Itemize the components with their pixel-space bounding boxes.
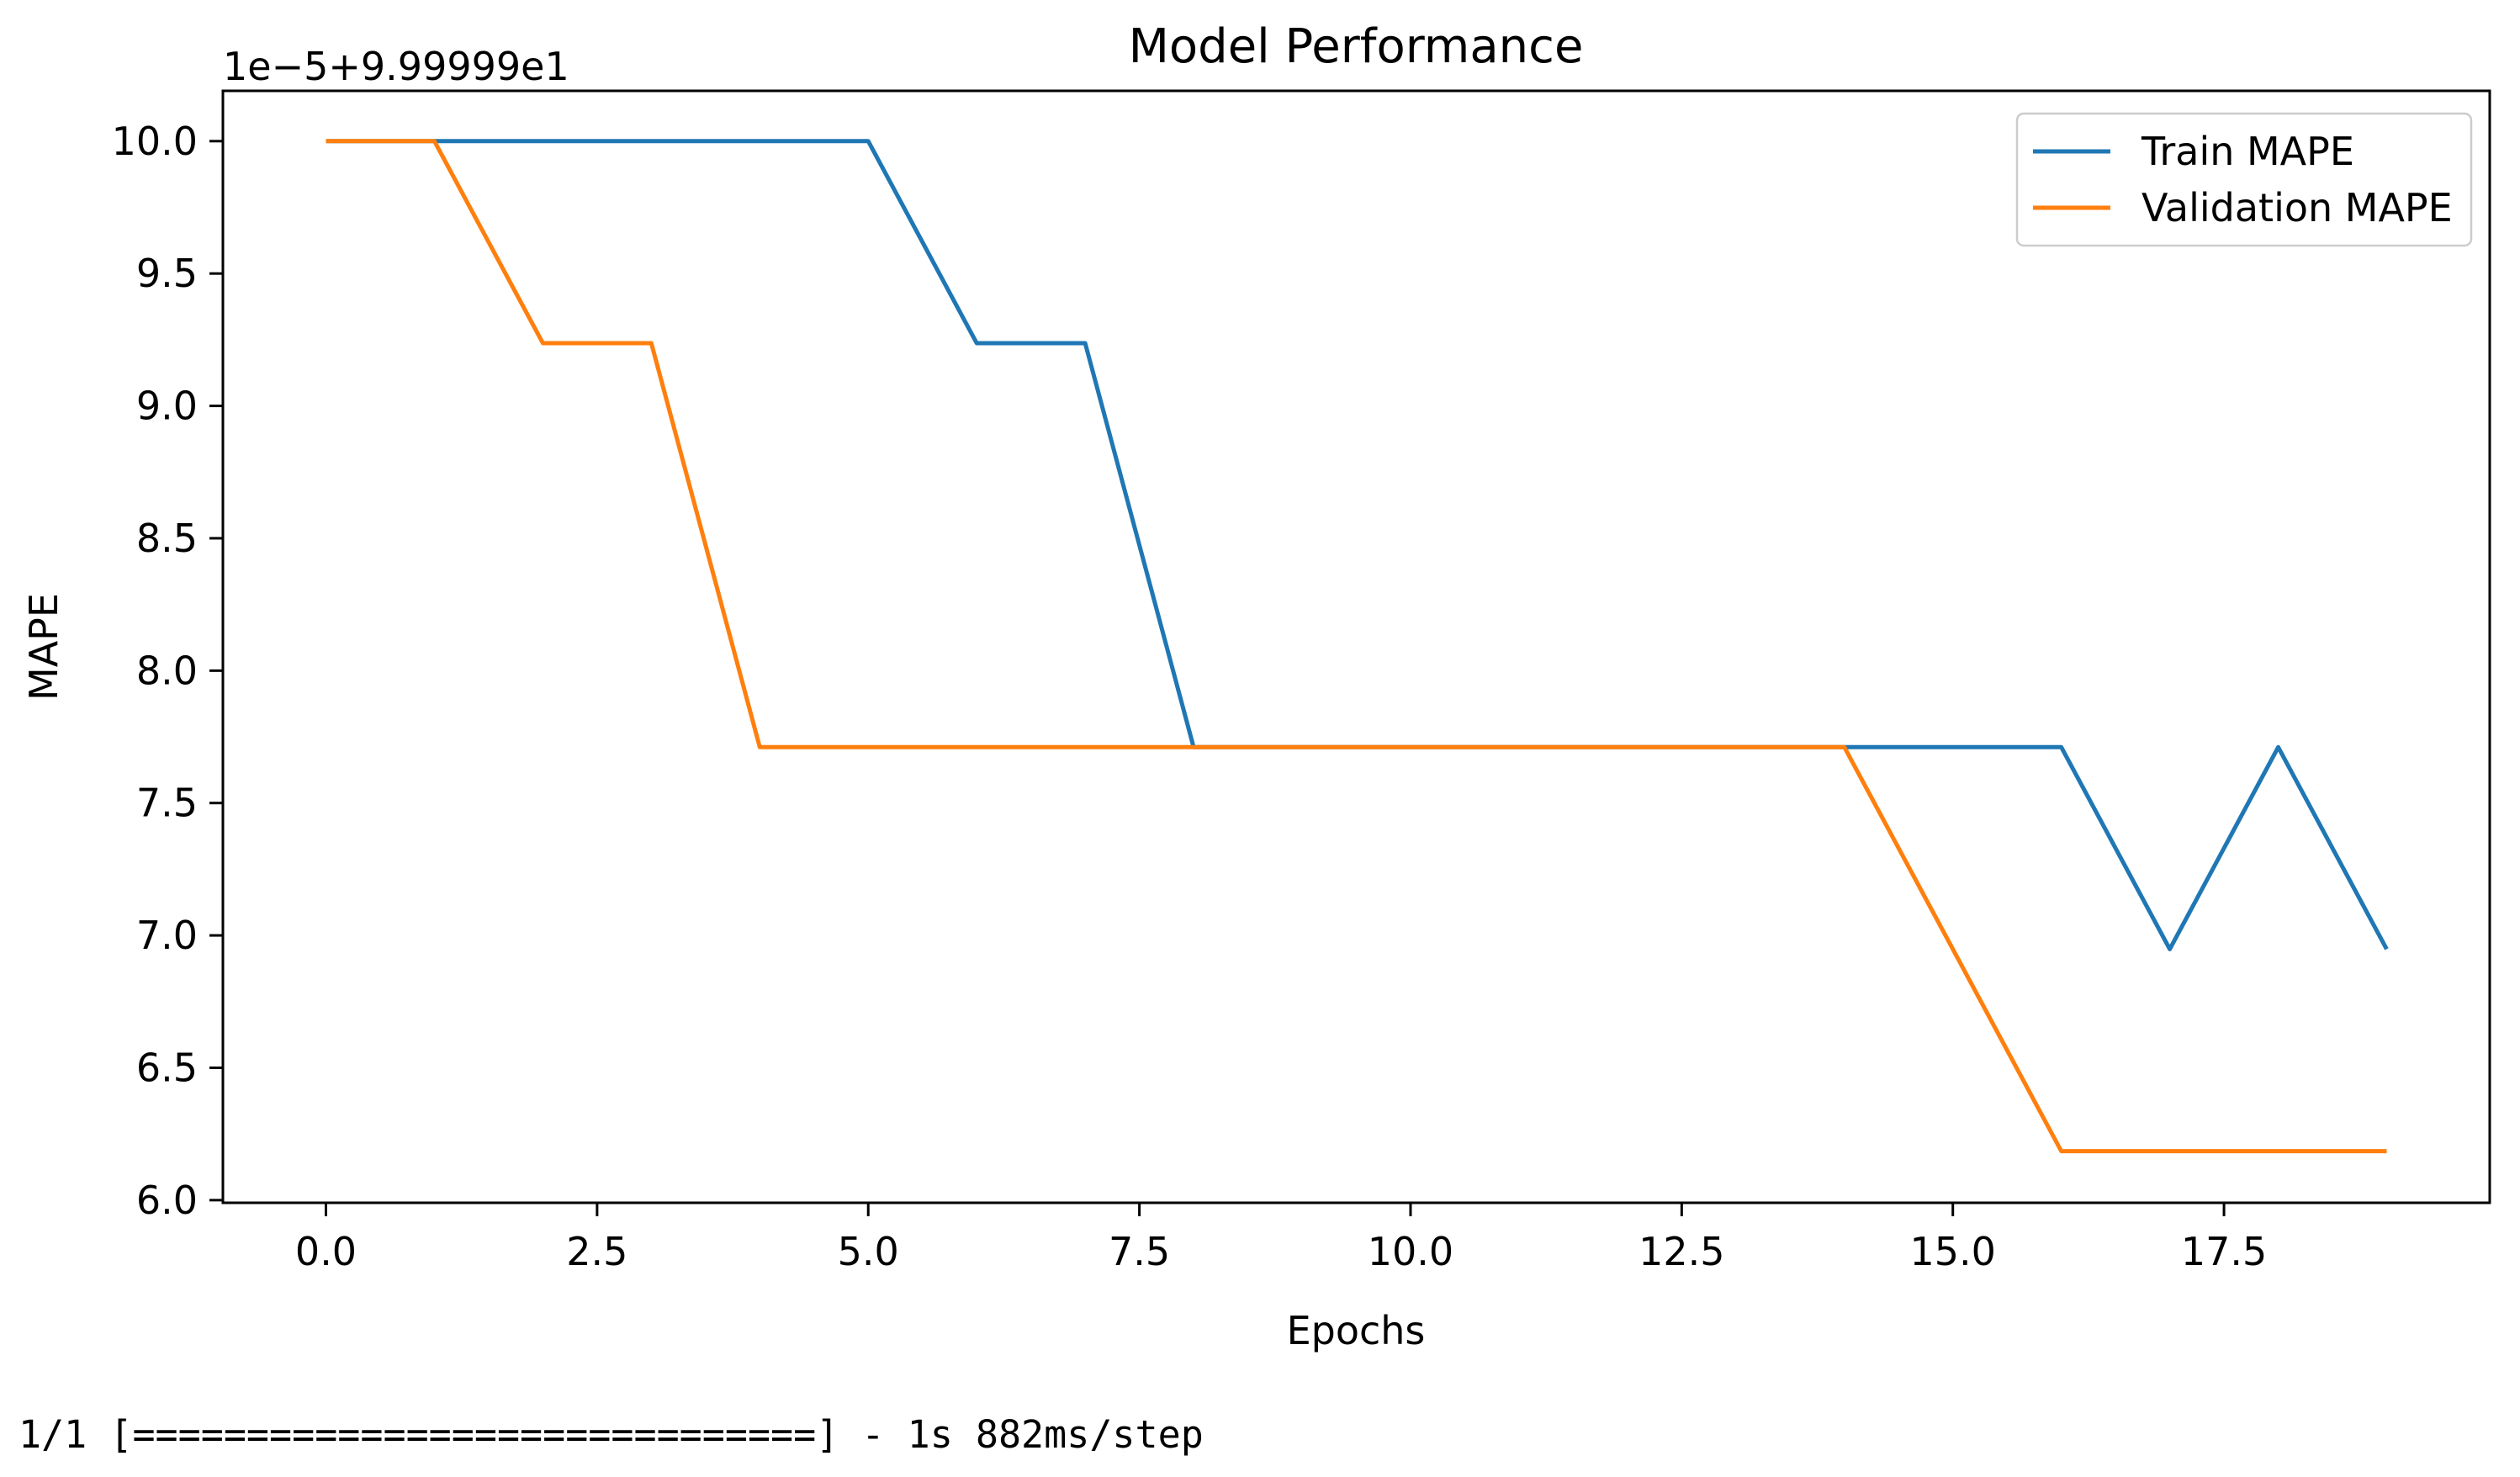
validation-mape-line <box>326 139 2387 1154</box>
y-tick-label: 6.0 <box>136 1178 198 1223</box>
x-tick-label: 15.0 <box>1909 1229 1995 1274</box>
y-axis-title: MAPE <box>21 593 66 701</box>
train-mape-line <box>326 139 2389 951</box>
model-performance-figure: Model Performance 1e−5+9.99999e1 Epochs … <box>21 19 2491 1353</box>
y-axis-ticks: 6.0 6.5 7.0 7.5 8.0 8.5 9.0 9.5 10.0 <box>112 119 223 1223</box>
x-axis-ticks: 0.0 2.5 5.0 7.5 10.0 12.5 15.0 17.5 <box>295 1203 2267 1274</box>
series-lines <box>326 139 2389 1154</box>
x-tick-label: 5.0 <box>838 1229 899 1274</box>
x-tick-label: 10.0 <box>1368 1229 1453 1274</box>
plot-frame <box>221 89 2491 1204</box>
y-tick-label: 7.0 <box>136 913 198 958</box>
y-tick-label: 7.5 <box>136 781 198 826</box>
y-tick-label: 9.5 <box>136 251 198 296</box>
legend-label-train-mape: Train MAPE <box>2141 129 2354 174</box>
x-tick-label: 2.5 <box>566 1229 627 1274</box>
axes-frame <box>221 89 2491 1204</box>
y-tick-label: 9.0 <box>136 384 198 429</box>
y-tick-label: 10.0 <box>112 119 198 164</box>
legend-box <box>2015 112 2473 247</box>
chart-title: Model Performance <box>1129 19 1584 74</box>
console-progress-line: 1/1 [==============================] - 1… <box>19 1412 1204 1457</box>
x-tick-label: 7.5 <box>1109 1229 1170 1274</box>
legend-label-validation-mape: Validation MAPE <box>2141 185 2453 230</box>
x-tick-label: 0.0 <box>295 1229 357 1274</box>
x-tick-label: 17.5 <box>2181 1229 2267 1274</box>
x-tick-label: 12.5 <box>1639 1229 1724 1274</box>
y-tick-label: 8.0 <box>136 648 198 693</box>
y-tick-label: 6.5 <box>136 1045 198 1090</box>
x-axis-title: Epochs <box>1287 1308 1426 1353</box>
legend: Train MAPE Validation MAPE <box>2015 112 2473 247</box>
y-axis-offset-label: 1e−5+9.99999e1 <box>223 44 569 89</box>
y-tick-label: 8.5 <box>136 516 198 561</box>
